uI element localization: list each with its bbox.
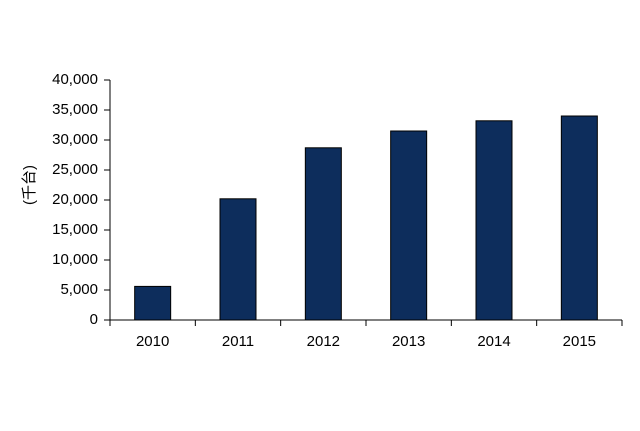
y-tick-label: 35,000 — [52, 101, 98, 118]
y-tick-label: 40,000 — [52, 71, 98, 88]
bar — [390, 130, 428, 321]
y-tick-label: 10,000 — [52, 251, 98, 268]
bar — [475, 120, 513, 321]
bar — [560, 115, 598, 321]
bar — [134, 285, 172, 321]
y-tick-label: 5,000 — [60, 281, 98, 298]
bar — [219, 198, 257, 321]
y-tick-label: 30,000 — [52, 131, 98, 148]
y-tick-label: 25,000 — [52, 161, 98, 178]
x-tick-label: 2013 — [392, 333, 425, 350]
x-tick-label: 2010 — [136, 333, 169, 350]
x-tick-label: 2011 — [222, 333, 254, 350]
x-tick-label: 2015 — [563, 333, 596, 350]
y-axis-label: (千台) — [21, 165, 38, 205]
y-tick-label: 15,000 — [52, 221, 98, 238]
x-tick-label: 2012 — [307, 333, 340, 350]
y-tick-label: 0 — [90, 311, 98, 328]
x-tick-label: 2014 — [477, 333, 510, 350]
y-tick-label: 20,000 — [52, 191, 98, 208]
bar — [304, 147, 342, 321]
